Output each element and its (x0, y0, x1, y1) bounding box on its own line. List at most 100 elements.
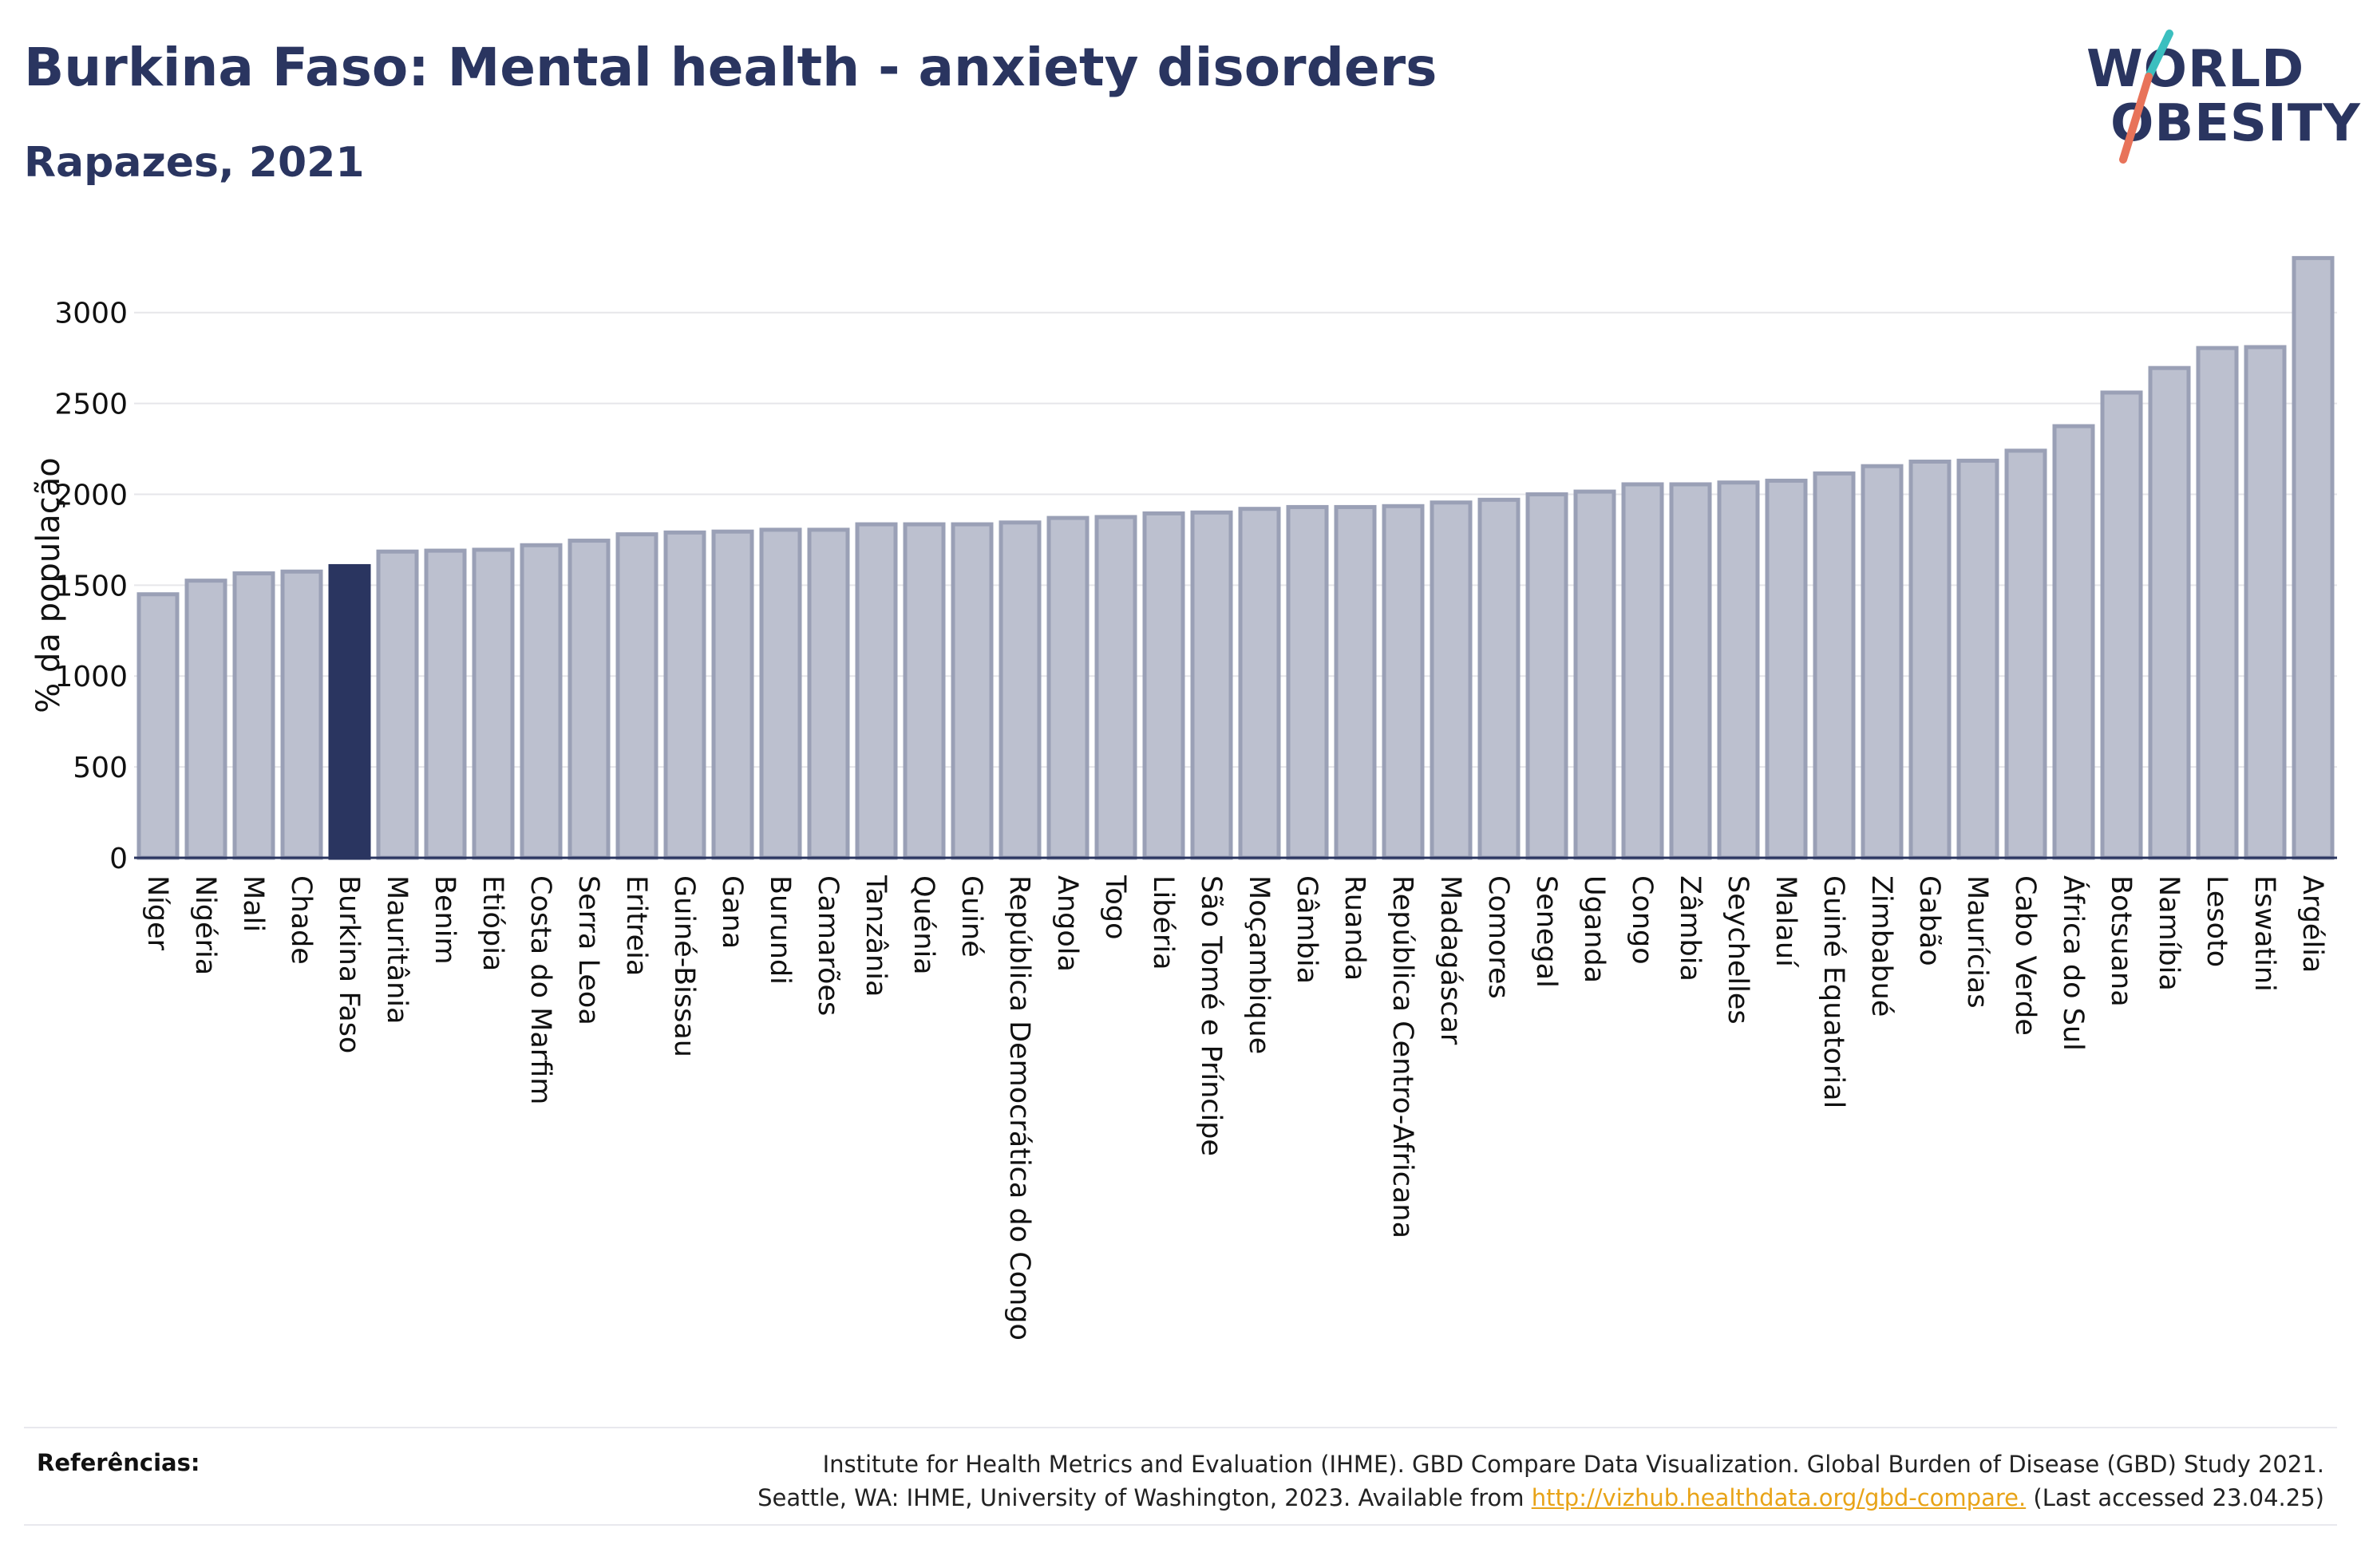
bar (1477, 497, 1521, 860)
x-tick-label: Gabão (1913, 875, 1945, 966)
bar (951, 522, 994, 860)
references-text: Institute for Health Metrics and Evaluat… (757, 1448, 2324, 1515)
x-tick-label: República Democrática do Congo (1003, 875, 1035, 1341)
logo-slash-icon (2119, 30, 2173, 164)
bar (1621, 482, 1664, 860)
bar (903, 522, 946, 860)
bar (1956, 458, 1999, 860)
x-tick-label: Gana (716, 875, 748, 949)
x-tick-label: Benim (429, 875, 461, 965)
x-tick-label: Costa do Marfim (524, 875, 556, 1104)
x-tick-label: África do Sul (2057, 875, 2090, 1051)
bar (1861, 464, 1904, 860)
bar (232, 571, 275, 860)
x-tick-label: Maurícias (1961, 875, 1993, 1009)
x-tick-label: Etiópia (477, 875, 508, 971)
references-line-2-suffix: (Last accessed 23.04.25) (2026, 1484, 2324, 1511)
y-tick-label: 500 (73, 752, 128, 784)
bar (520, 543, 563, 860)
x-tick-label: Comores (1482, 875, 1514, 999)
bar (1046, 515, 1090, 860)
bar (1573, 489, 1616, 860)
chart-title: Burkina Faso: Mental health - anxiety di… (24, 37, 1438, 98)
y-tick-label: 3000 (54, 298, 128, 330)
references-panel: Referências: Institute for Health Metric… (24, 1427, 2337, 1526)
x-tick-label: Burkina Faso (333, 875, 365, 1053)
bar (1525, 492, 1568, 860)
bar (1908, 459, 1952, 860)
references-link[interactable]: http://vizhub.healthdata.org/gbd-compare… (1531, 1484, 2027, 1511)
references-line-2: Seattle, WA: IHME, University of Washing… (757, 1481, 2324, 1515)
x-tick-label: São Tomé e Príncipe (1195, 875, 1227, 1156)
world-obesity-logo: WORLD OBESITY (2075, 24, 2360, 168)
bar (1238, 507, 1281, 860)
bar (424, 548, 467, 860)
x-tick-label: República Centro-Africana (1386, 875, 1418, 1238)
x-tick-label: Guiné Equatorial (1817, 875, 1849, 1108)
logo-line-1: WORLD (2086, 40, 2305, 99)
x-tick-label: Lesoto (2201, 875, 2232, 967)
x-tick-label: Zimbabué (1865, 875, 1897, 1017)
bar (184, 579, 227, 860)
y-tick-label: 1500 (54, 570, 128, 602)
bar (2148, 365, 2191, 860)
bar-chart: 0 500 1000 1500 2000 2500 3000 % da população Ní… (30, 255, 2337, 1341)
bar (136, 592, 180, 860)
y-axis-label: % da população (30, 457, 67, 713)
references-label: Referências: (37, 1449, 200, 1476)
bar (1142, 511, 1185, 860)
bar (1430, 500, 1473, 860)
x-tick-label: Cabo Verde (2009, 875, 2041, 1036)
bar (2004, 448, 2047, 860)
bar (2244, 345, 2287, 860)
bar (2196, 346, 2239, 860)
x-tick-label: Nigéria (189, 875, 221, 975)
x-tick-label: Namíbia (2153, 875, 2185, 991)
x-tick-label: Senegal (1530, 875, 1562, 988)
bar (1286, 504, 1329, 860)
bar (1334, 504, 1377, 860)
bar (663, 530, 706, 860)
bar (759, 527, 802, 860)
x-tick-label: Moçambique (1243, 875, 1275, 1054)
bar (711, 529, 754, 860)
bar (1765, 478, 1808, 860)
x-tick-label: Mali (237, 875, 269, 932)
x-tick-label: Togo (1099, 875, 1131, 939)
x-tick-label: Quénia (908, 875, 939, 975)
bar (1190, 510, 1233, 860)
x-tick-label: Eswatini (2248, 875, 2280, 992)
x-tick-label: Uganda (1578, 875, 1610, 983)
x-tick-label: Serra Leoa (572, 875, 604, 1025)
x-tick-label: Camarões (812, 875, 844, 1016)
bar (615, 532, 658, 860)
bar (376, 549, 419, 860)
bar (2052, 424, 2095, 860)
x-tick-label: Botsuana (2105, 875, 2137, 1007)
bar (2292, 255, 2335, 860)
bar (1669, 482, 1712, 860)
bar (280, 569, 323, 860)
bar (1717, 480, 1760, 860)
references-line-2-prefix: Seattle, WA: IHME, University of Washing… (757, 1484, 1532, 1511)
bar (2100, 390, 2143, 860)
x-tick-label: Zâmbia (1674, 875, 1706, 981)
x-tick-label: Argélia (2296, 875, 2328, 973)
bar (568, 539, 611, 860)
x-tick-label: Libéria (1147, 875, 1179, 970)
x-tick-label: Madagáscar (1434, 875, 1466, 1045)
bar-highlight (328, 563, 371, 860)
x-tick-label: Níger (141, 875, 173, 951)
y-tick-label: 1000 (54, 661, 128, 693)
references-line-1: Institute for Health Metrics and Evaluat… (822, 1451, 2324, 1478)
x-tick-label: Seychelles (1722, 875, 1754, 1025)
bar (855, 522, 898, 860)
x-tick-label: Eritreia (620, 875, 652, 976)
logo-line-2: OBESITY (2110, 94, 2361, 153)
bar (472, 547, 515, 860)
bar (999, 520, 1042, 860)
x-tick-label: Burundi (764, 875, 796, 985)
x-tick-label: Guiné (955, 875, 987, 958)
x-tick-label: Angola (1051, 875, 1083, 972)
bar (1382, 504, 1425, 860)
